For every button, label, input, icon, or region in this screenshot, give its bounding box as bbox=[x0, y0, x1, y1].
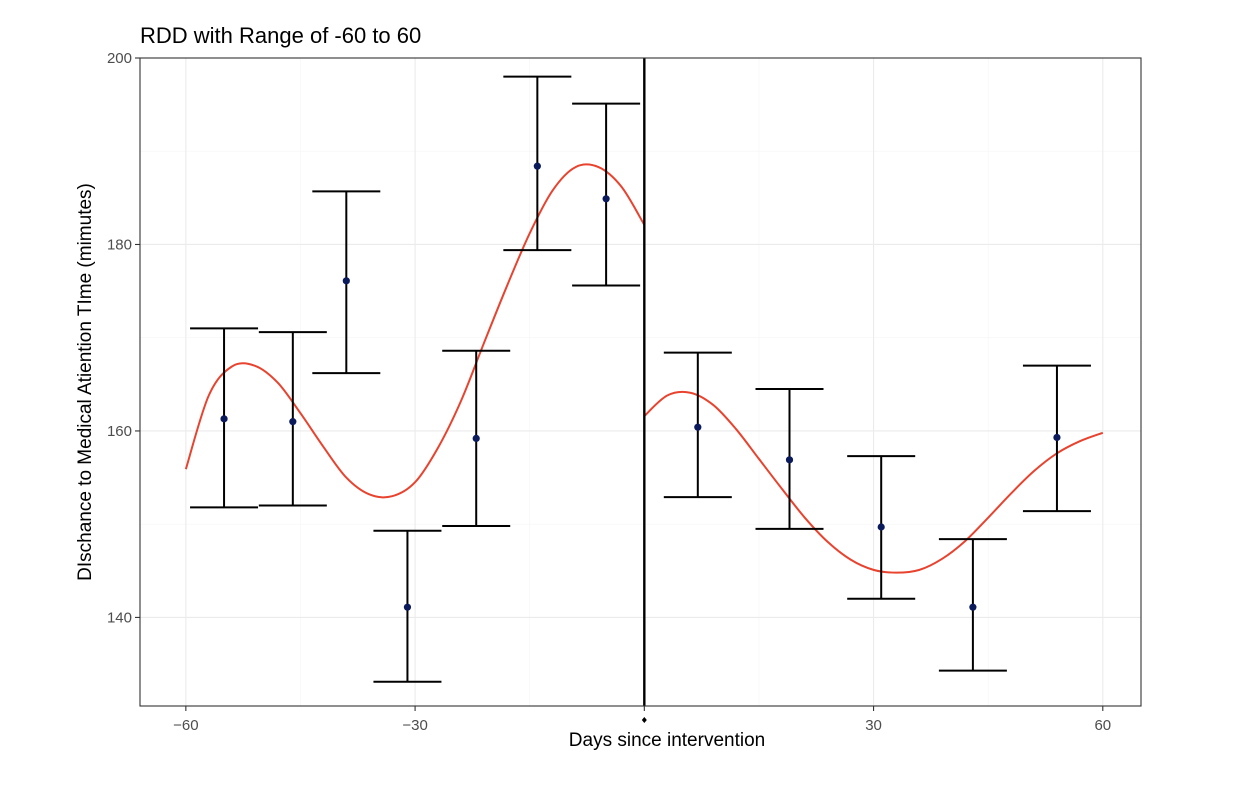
axes: −60 −30 30 60 140 160 180 200 bbox=[107, 50, 1111, 734]
y-tick-label: 180 bbox=[107, 236, 132, 253]
x-tick-label: −60 bbox=[173, 717, 198, 734]
data-point bbox=[785, 456, 794, 464]
x-tick-label: −30 bbox=[402, 717, 427, 734]
chart-title: RDD with Range of -60 to 60 bbox=[140, 23, 421, 48]
data-point bbox=[472, 434, 480, 443]
data-point bbox=[602, 195, 610, 203]
data-point bbox=[1053, 433, 1061, 442]
cutoff-marker bbox=[641, 717, 647, 723]
y-axis-title: DIschance to Medical Atiention TIme (mim… bbox=[75, 183, 96, 581]
data-point bbox=[969, 603, 977, 611]
grid-lines bbox=[140, 57, 1141, 706]
error-bar bbox=[572, 102, 641, 287]
fit-curves bbox=[184, 163, 1104, 574]
fit-line-right bbox=[643, 390, 1104, 574]
y-tick-label: 160 bbox=[107, 423, 132, 440]
x-tick-label: 60 bbox=[1094, 717, 1111, 734]
x-axis-title: Days since intervention bbox=[569, 730, 765, 751]
y-tick-label: 140 bbox=[107, 609, 132, 626]
cutoff-layer bbox=[641, 58, 647, 723]
data-point bbox=[289, 418, 297, 426]
y-tick-label: 200 bbox=[107, 50, 132, 67]
data-point bbox=[877, 523, 885, 531]
data-point bbox=[694, 423, 702, 431]
plot-panel-border bbox=[139, 57, 1142, 707]
data-point bbox=[220, 415, 228, 423]
data-point bbox=[403, 603, 412, 611]
data-points bbox=[220, 162, 1061, 611]
x-tick-label: 30 bbox=[865, 717, 882, 734]
data-point bbox=[342, 277, 350, 285]
fit-line-left bbox=[184, 163, 646, 499]
data-point bbox=[533, 162, 541, 170]
error-bars bbox=[190, 75, 1091, 683]
